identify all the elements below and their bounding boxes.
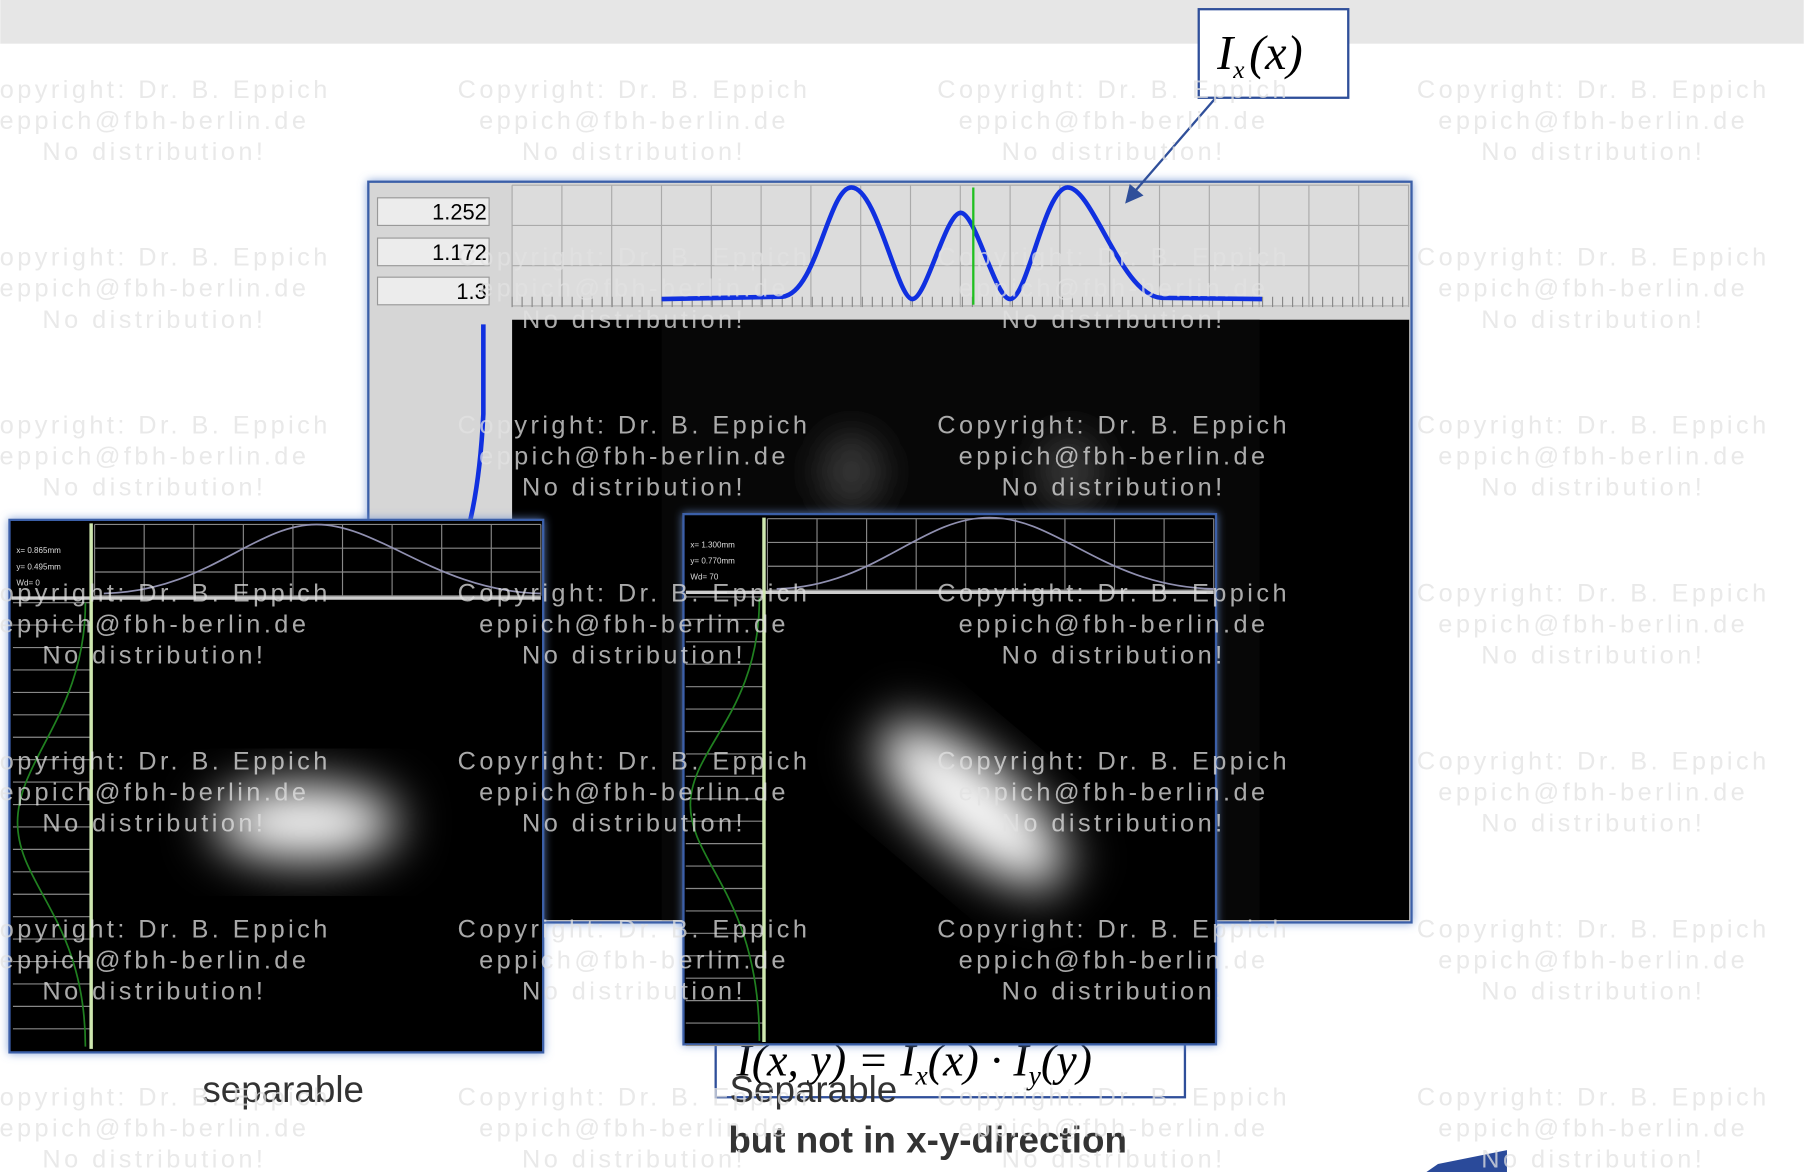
watermark: eppich@fbh-berlin.de [1438, 779, 1748, 807]
watermark: No distribution! [1481, 810, 1705, 838]
top-band [0, 0, 1803, 44]
watermark: eppich@fbh-berlin.de [479, 107, 789, 135]
watermark: Copyright: Dr. B. Eppich [0, 244, 331, 272]
readout: y= 0.495mm [16, 562, 61, 571]
watermark: eppich@fbh-berlin.de [959, 275, 1269, 303]
watermark: No distribution! [522, 977, 746, 1005]
watermark: Copyright: Dr. B. Eppich [458, 915, 811, 943]
watermark: eppich@fbh-berlin.de [959, 1114, 1269, 1142]
watermark: Copyright: Dr. B. Eppich [0, 915, 331, 943]
watermark: Copyright: Dr. B. Eppich [1417, 747, 1770, 775]
watermark: Copyright: Dr. B. Eppich [458, 412, 811, 440]
watermark: No distribution! [42, 474, 266, 502]
watermark: No distribution! [522, 474, 746, 502]
watermark: No distribution! [1002, 474, 1226, 502]
watermark: No distribution! [1481, 474, 1705, 502]
watermark: eppich@fbh-berlin.de [0, 1114, 309, 1142]
readout: x= 1.300mm [690, 540, 735, 549]
watermark: eppich@fbh-berlin.de [0, 946, 309, 974]
watermark: eppich@fbh-berlin.de [479, 946, 789, 974]
watermark: No distribution! [42, 977, 266, 1005]
watermark: eppich@fbh-berlin.de [1438, 275, 1748, 303]
watermark: eppich@fbh-berlin.de [0, 443, 309, 471]
watermark: Copyright: Dr. B. Eppich [0, 580, 331, 608]
watermark: No distribution! [42, 642, 266, 670]
watermark: No distribution! [42, 138, 266, 166]
watermark: eppich@fbh-berlin.de [0, 107, 309, 135]
readout: x= 0.865mm [16, 546, 61, 555]
watermark: eppich@fbh-berlin.de [479, 275, 789, 303]
watermark: Copyright: Dr. B. Eppich [1417, 244, 1770, 272]
watermark: eppich@fbh-berlin.de [959, 107, 1269, 135]
beam-lobe [817, 431, 886, 512]
watermark: No distribution! [42, 1145, 266, 1172]
watermark: Copyright: Dr. B. Eppich [1417, 580, 1770, 608]
watermark: eppich@fbh-berlin.de [479, 611, 789, 639]
watermark: Copyright: Dr. B. Eppich [937, 412, 1290, 440]
watermark: Copyright: Dr. B. Eppich [1417, 1083, 1770, 1111]
watermark: No distribution! [1002, 977, 1226, 1005]
watermark: No distribution! [42, 810, 266, 838]
watermark: No distribution! [522, 306, 746, 334]
watermark: eppich@fbh-berlin.de [959, 443, 1269, 471]
watermark: Copyright: Dr. B. Eppich [0, 412, 331, 440]
watermark: eppich@fbh-berlin.de [0, 275, 309, 303]
watermark: No distribution! [522, 1145, 746, 1172]
field-value: 1.252 [432, 200, 487, 225]
watermark: No distribution! [1002, 1145, 1226, 1172]
watermark: Copyright: Dr. B. Eppich [458, 580, 811, 608]
watermark: No distribution! [522, 138, 746, 166]
watermark: eppich@fbh-berlin.de [1438, 107, 1748, 135]
watermark: No distribution! [1481, 977, 1705, 1005]
watermark: No distribution! [1481, 1145, 1705, 1172]
watermark: No distribution! [522, 810, 746, 838]
watermark: eppich@fbh-berlin.de [1438, 946, 1748, 974]
callout-part: (x) [1249, 27, 1303, 80]
watermark: eppich@fbh-berlin.de [959, 779, 1269, 807]
watermark: No distribution! [1002, 306, 1226, 334]
watermark: Copyright: Dr. B. Eppich [937, 580, 1290, 608]
watermark: No distribution! [1481, 306, 1705, 334]
watermark: eppich@fbh-berlin.de [959, 611, 1269, 639]
watermark: Copyright: Dr. B. Eppich [458, 1083, 811, 1111]
watermark: eppich@fbh-berlin.de [0, 779, 309, 807]
slide: I(x, y) = Ix(x) · Iy(y) 1.252 1.172 1.3 … [0, 0, 1804, 1172]
watermark: eppich@fbh-berlin.de [479, 1114, 789, 1142]
readout: y= 0.770mm [690, 557, 735, 566]
watermark: eppich@fbh-berlin.de [1438, 443, 1748, 471]
watermark: eppich@fbh-berlin.de [1438, 1114, 1748, 1142]
watermark: No distribution! [1481, 138, 1705, 166]
watermark: No distribution! [522, 642, 746, 670]
watermark: Copyright: Dr. B. Eppich [937, 244, 1290, 272]
watermark: Copyright: Dr. B. Eppich [458, 747, 811, 775]
watermark: eppich@fbh-berlin.de [1438, 611, 1748, 639]
watermark: Copyright: Dr. B. Eppich [937, 915, 1290, 943]
watermark: Copyright: Dr. B. Eppich [937, 1083, 1290, 1111]
watermark: Copyright: Dr. B. Eppich [937, 747, 1290, 775]
watermark: eppich@fbh-berlin.de [479, 443, 789, 471]
formula-sub: x [915, 1060, 929, 1091]
watermark: Copyright: Dr. B. Eppich [0, 1083, 331, 1111]
watermark: Copyright: Dr. B. Eppich [0, 76, 331, 104]
watermark: No distribution! [1002, 138, 1226, 166]
watermark: Copyright: Dr. B. Eppich [1417, 76, 1770, 104]
page: { "watermark": {"line1": "Copyright: Dr.… [0, 0, 1804, 1172]
watermark: eppich@fbh-berlin.de [479, 779, 789, 807]
watermark: Copyright: Dr. B. Eppich [1417, 412, 1770, 440]
watermark: Copyright: Dr. B. Eppich [1417, 915, 1770, 943]
watermark: No distribution! [1002, 642, 1226, 670]
watermark: eppich@fbh-berlin.de [959, 946, 1269, 974]
watermark: Copyright: Dr. B. Eppich [458, 244, 811, 272]
watermark: Copyright: Dr. B. Eppich [937, 76, 1290, 104]
watermark: No distribution! [1002, 810, 1226, 838]
watermark: No distribution! [42, 306, 266, 334]
watermark: Copyright: Dr. B. Eppich [458, 76, 811, 104]
watermark: No distribution! [1481, 642, 1705, 670]
watermark: Copyright: Dr. B. Eppich [0, 747, 331, 775]
watermark: eppich@fbh-berlin.de [0, 611, 309, 639]
